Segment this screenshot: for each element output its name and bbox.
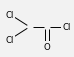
Text: O: O — [43, 42, 50, 51]
Text: Cl: Cl — [5, 35, 14, 44]
Text: Cl: Cl — [62, 23, 71, 32]
Text: Cl: Cl — [5, 10, 14, 19]
